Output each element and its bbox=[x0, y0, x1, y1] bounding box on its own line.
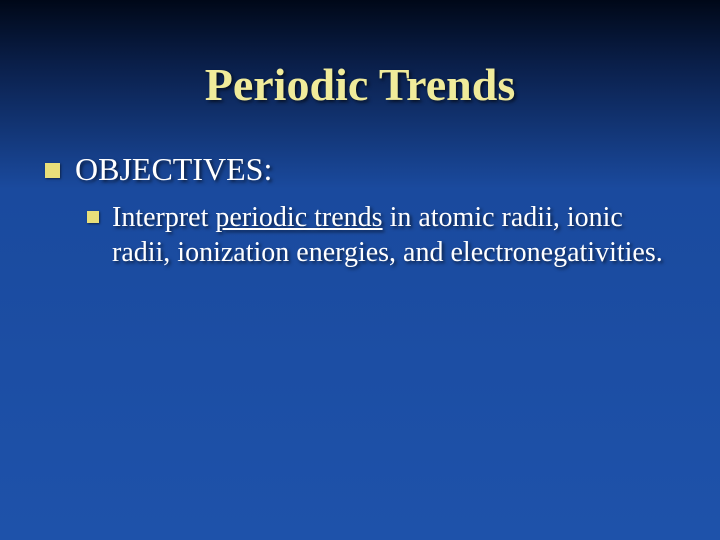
bullet-level1: OBJECTIVES: bbox=[45, 151, 675, 188]
objectives-heading: OBJECTIVES: bbox=[75, 151, 272, 188]
bullet-level2: Interpret periodic trends in atomic radi… bbox=[87, 200, 675, 270]
slide-content: OBJECTIVES: Interpret periodic trends in… bbox=[0, 151, 720, 270]
text-before: Interpret bbox=[112, 202, 215, 233]
slide-container: Periodic Trends OBJECTIVES: Interpret pe… bbox=[0, 0, 720, 540]
slide-title: Periodic Trends bbox=[0, 0, 720, 151]
objective-text: Interpret periodic trends in atomic radi… bbox=[112, 200, 675, 270]
text-underlined: periodic trends bbox=[215, 202, 382, 233]
square-bullet-icon bbox=[87, 211, 99, 223]
square-bullet-icon bbox=[45, 163, 60, 178]
